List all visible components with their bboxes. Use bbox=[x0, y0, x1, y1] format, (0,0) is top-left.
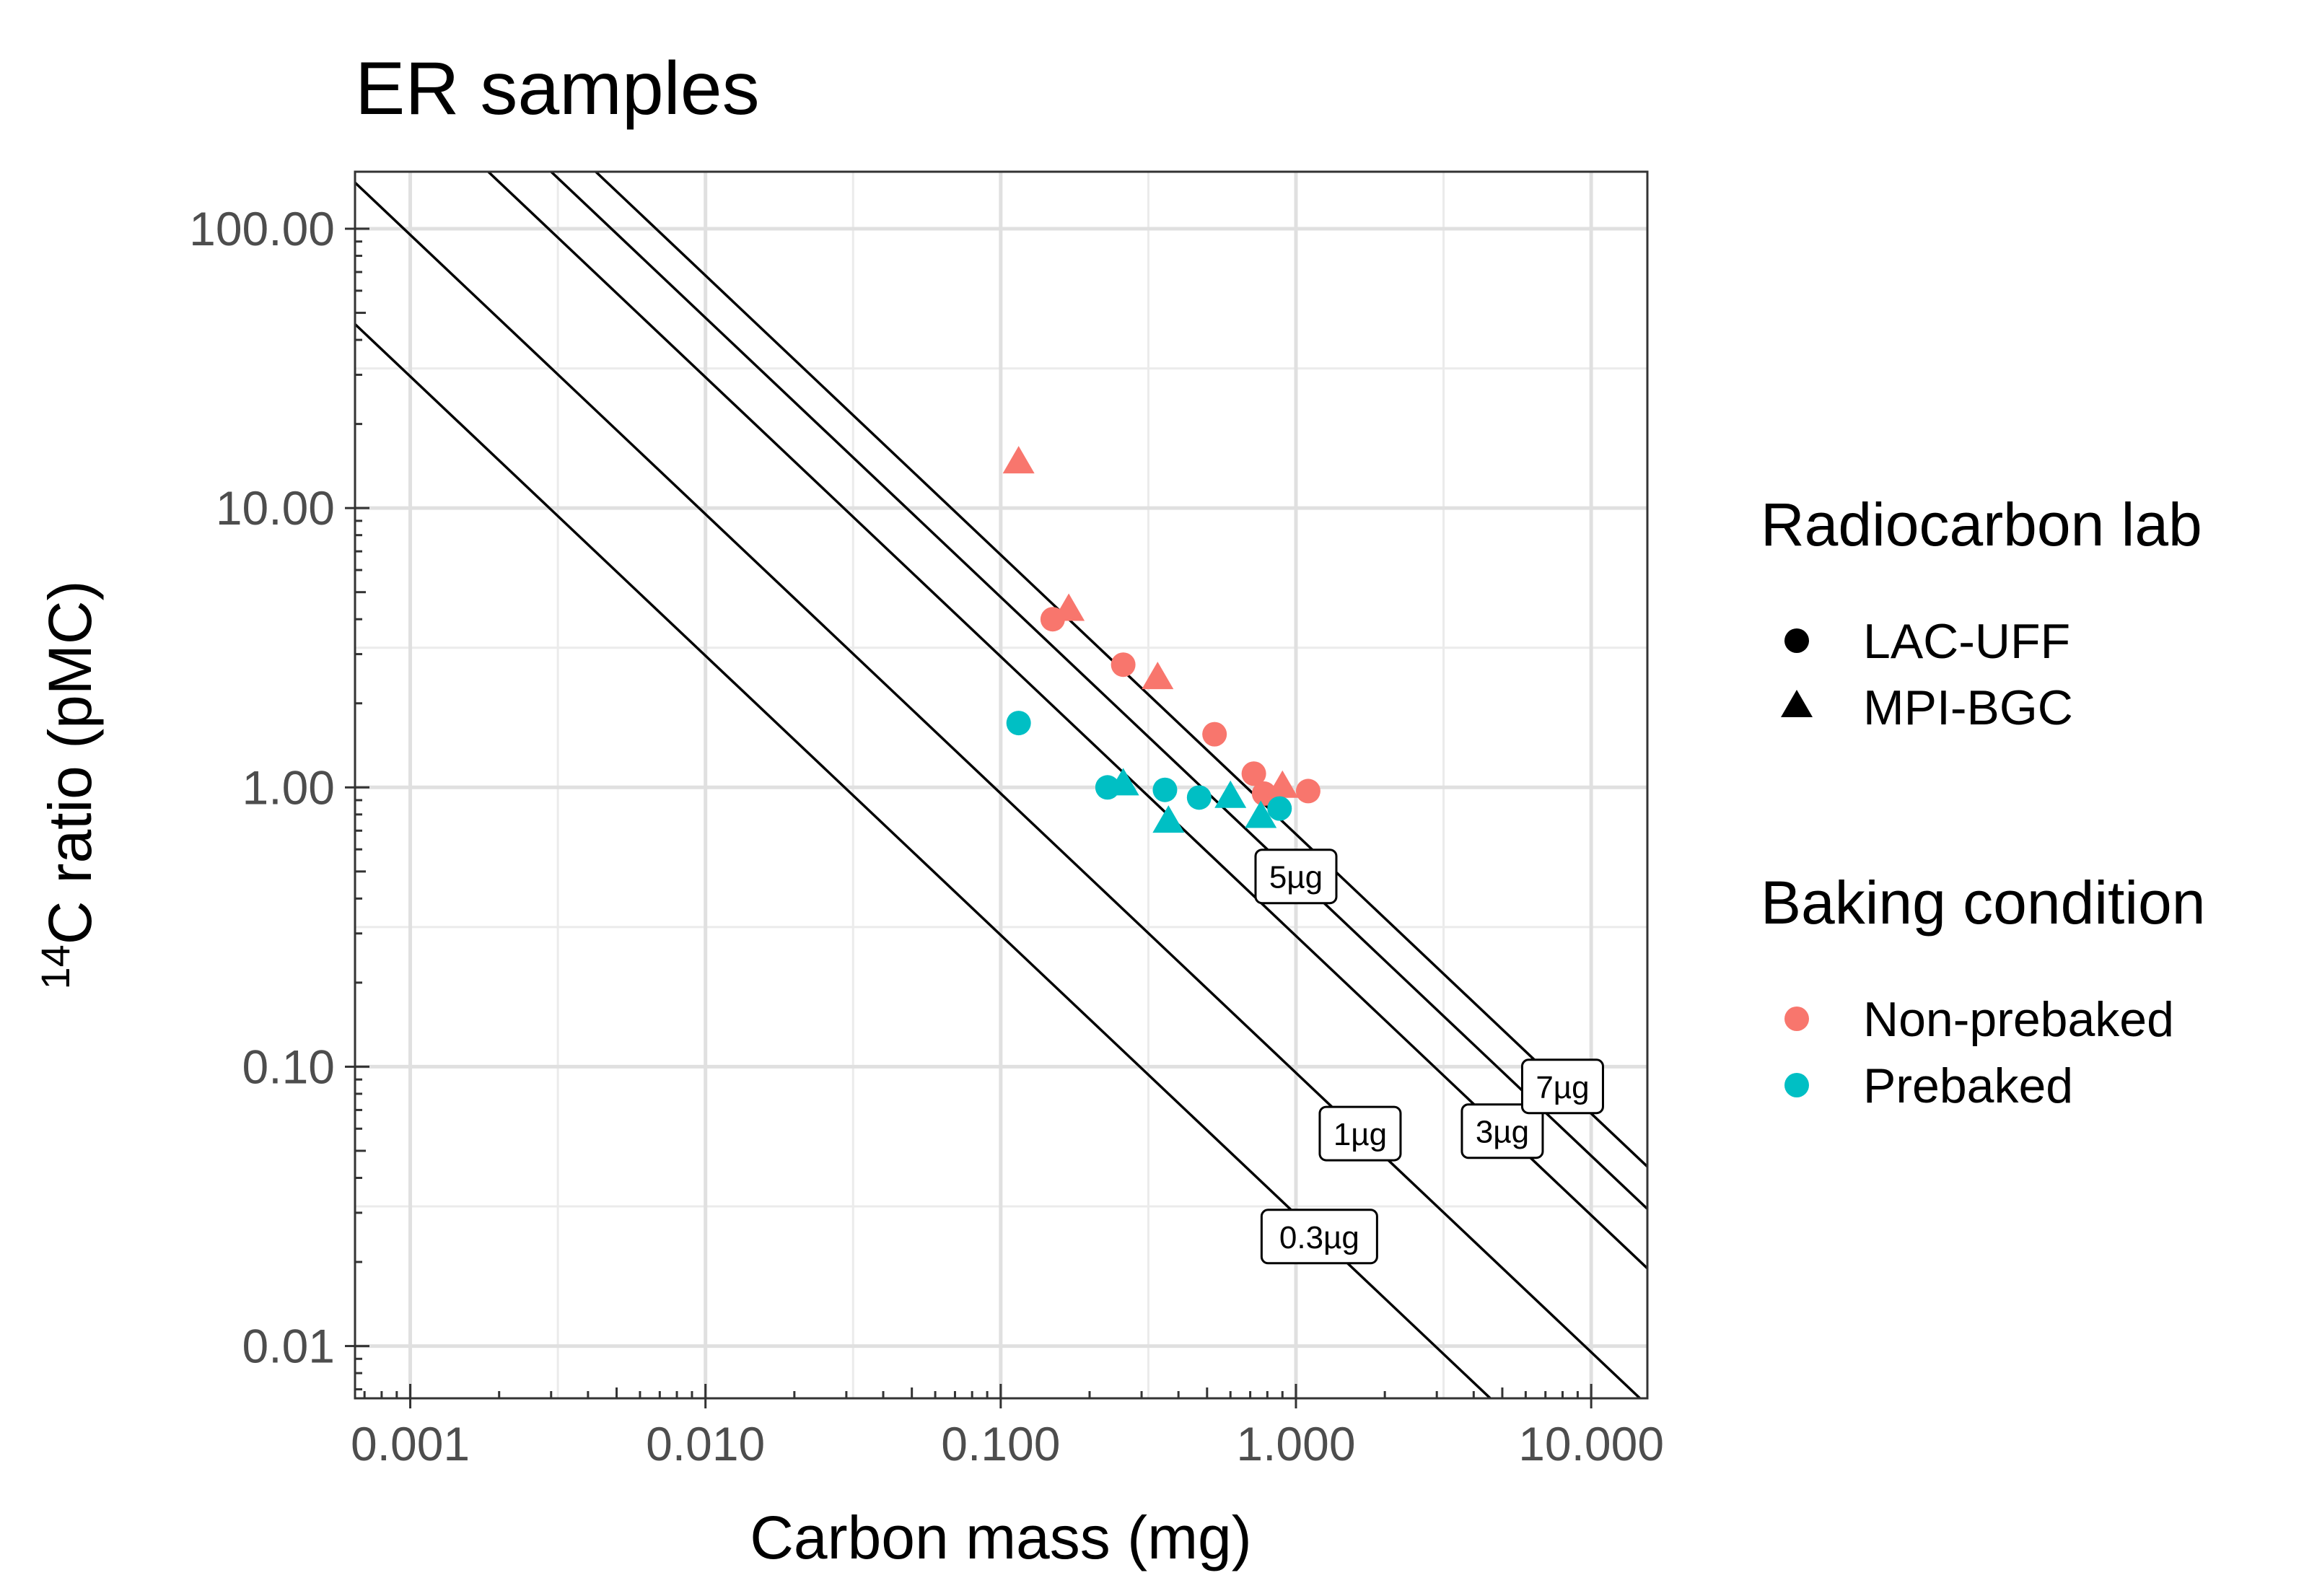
data-point bbox=[1241, 761, 1266, 786]
legend: Radiocarbon lab LAC-UFF MPI-BGC Baking cond… bbox=[1761, 491, 2205, 1113]
reference-label-1µg: 1µg bbox=[1333, 1117, 1387, 1152]
reference-label-7µg: 7µg bbox=[1536, 1070, 1589, 1105]
reference-line-0.3µg bbox=[355, 322, 1492, 1398]
legend-key-Non-prebaked bbox=[1784, 1007, 1809, 1031]
legend-label-Non-prebaked: Non-prebaked bbox=[1863, 992, 2174, 1047]
data-point bbox=[1142, 662, 1174, 690]
reference-label-box bbox=[1254, 849, 1338, 905]
data-point bbox=[1111, 652, 1136, 678]
data-point bbox=[1002, 446, 1035, 474]
axis-ticks: 0.001 0.010 0.100 1.000 10.000 0.01 0.10 1.00 10… bbox=[189, 202, 1664, 1470]
reference-label-box bbox=[1520, 1058, 1604, 1115]
y-tick-label: 100.00 bbox=[189, 202, 335, 255]
chart-title: ER samples bbox=[355, 47, 760, 131]
reference-line-5µg bbox=[549, 172, 1647, 1211]
data-point bbox=[1152, 805, 1185, 833]
reference-label-box bbox=[1260, 1209, 1378, 1265]
reference-labels: 0.3µg 1µg 3µg 5µg 7µg bbox=[1254, 849, 1604, 1265]
data-point bbox=[1202, 722, 1227, 747]
x-tick-label: 1.000 bbox=[1236, 1417, 1355, 1470]
y-axis-label-sup: 14 bbox=[32, 944, 78, 989]
x-tick-label: 0.001 bbox=[351, 1417, 470, 1470]
log-tick-marks bbox=[355, 227, 1593, 1398]
data-point bbox=[1245, 800, 1277, 828]
legend-title: Radiocarbon lab bbox=[1761, 491, 2202, 558]
legend-key-MPI-BGC bbox=[1781, 690, 1813, 717]
data-point bbox=[1152, 777, 1178, 802]
legend-label-LAC-UFF: LAC-UFF bbox=[1863, 614, 2070, 669]
reference-label-box bbox=[1318, 1105, 1402, 1162]
legend-label-Prebaked: Prebaked bbox=[1863, 1058, 2073, 1113]
data-point bbox=[1214, 780, 1247, 808]
data-point bbox=[1186, 785, 1212, 810]
reference-label-5µg: 5µg bbox=[1269, 860, 1323, 895]
legend-key-LAC-UFF bbox=[1784, 628, 1809, 653]
x-tick-label: 0.010 bbox=[646, 1417, 765, 1470]
y-axis-label-text: ratio (pMC) bbox=[36, 580, 104, 883]
legend-key-Prebaked bbox=[1784, 1073, 1809, 1097]
reference-label-0.3µg: 0.3µg bbox=[1279, 1220, 1359, 1255]
data-point bbox=[1006, 711, 1031, 736]
data-point bbox=[1053, 593, 1085, 621]
data-points bbox=[1002, 446, 1320, 833]
legend-label-MPI-BGC: MPI-BGC bbox=[1863, 680, 2073, 735]
legend-title: Baking condition bbox=[1761, 869, 2205, 937]
y-axis-label-element: C bbox=[36, 901, 104, 945]
x-axis-label: Carbon mass (mg) bbox=[750, 1504, 1252, 1571]
reference-lines bbox=[355, 172, 1647, 1398]
reference-line-3µg bbox=[486, 172, 1647, 1271]
x-tick-label: 10.000 bbox=[1518, 1417, 1664, 1470]
reference-line-1µg bbox=[355, 180, 1642, 1398]
x-tick-label: 0.100 bbox=[941, 1417, 1060, 1470]
data-point bbox=[1251, 781, 1276, 806]
data-point bbox=[1107, 768, 1139, 796]
data-point bbox=[1295, 779, 1320, 804]
y-tick-label: 10.00 bbox=[216, 481, 335, 535]
data-point bbox=[1266, 770, 1299, 798]
data-point bbox=[1267, 796, 1292, 821]
y-axis-label: 14Cratio (pMC) bbox=[32, 580, 104, 989]
y-tick-label: 0.10 bbox=[242, 1040, 335, 1093]
y-tick-label: 0.01 bbox=[242, 1320, 335, 1373]
y-tick-label: 1.00 bbox=[242, 760, 335, 814]
reference-label-box bbox=[1460, 1103, 1544, 1159]
reference-label-3µg: 3µg bbox=[1476, 1115, 1529, 1150]
reference-line-7µg bbox=[594, 172, 1647, 1169]
